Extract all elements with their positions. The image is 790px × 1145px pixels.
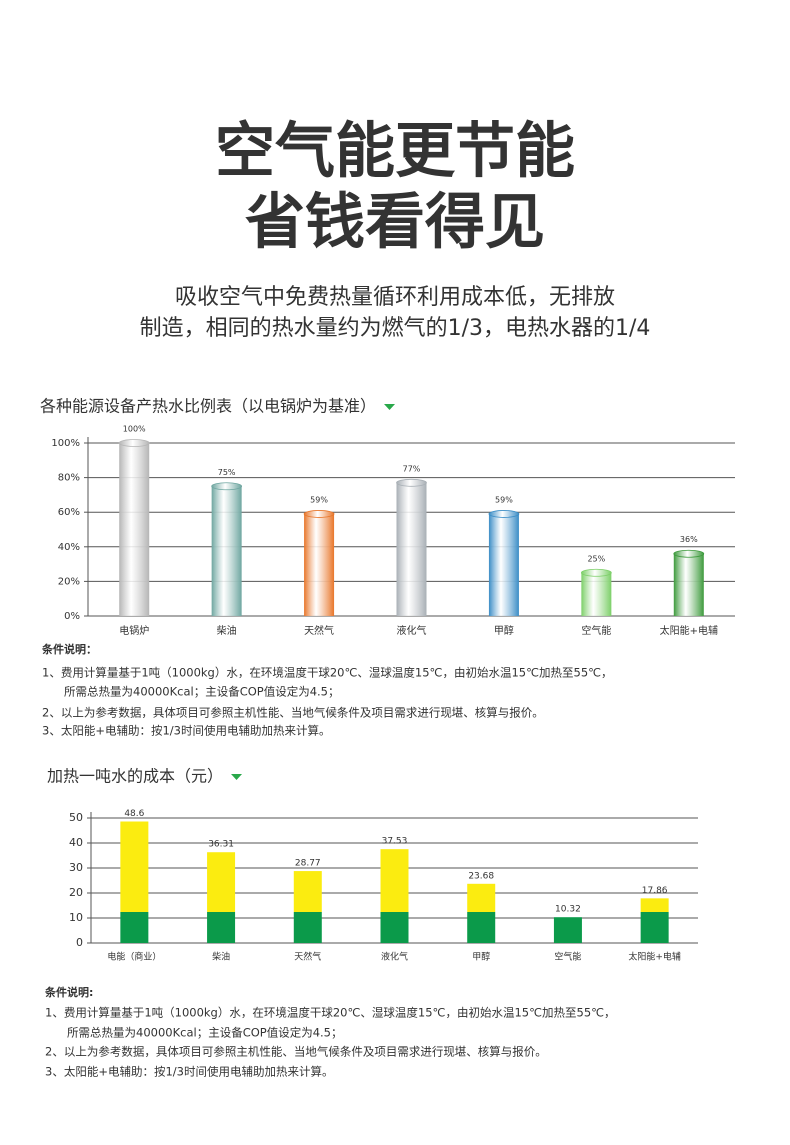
x-tick-label: 液化气 <box>381 951 408 963</box>
note-line: 所需总热量为40000Kcal；主设备COP值设定为4.5； <box>64 685 340 699</box>
x-tick-label: 柴油 <box>212 951 230 963</box>
bar-cap <box>211 482 243 491</box>
total-label: 10.32 <box>555 905 581 915</box>
total-label: 28.77 <box>295 859 321 869</box>
bar-segment <box>553 917 582 943</box>
bar <box>673 553 704 616</box>
x-tick-label: 电锅炉 <box>119 624 149 637</box>
bar <box>304 513 335 616</box>
value-label: 59% <box>495 495 513 504</box>
note-line: 3、太阳能+电辅助：按1/3时间使用电辅助加热来计算。 <box>42 724 330 738</box>
y-tick-label: 20% <box>58 576 80 587</box>
x-tick-label: 空气能 <box>554 951 581 963</box>
bar-cap <box>673 549 705 558</box>
bar-cap <box>396 478 427 487</box>
x-tick-label: 太阳能+电辅 <box>628 951 681 963</box>
note-line: 2、以上为参考数据，具体项目可参照主机性能、当地气候条件及项目需求进行现堪、核算… <box>42 706 544 720</box>
chart-title: 加热一吨水的成本（元） <box>47 767 223 786</box>
note-line: 所需总热量为40000Kcal；主设备COP值设定为4.5； <box>67 1026 343 1040</box>
bar-segment <box>293 912 322 943</box>
total-label: 48.6 <box>124 809 144 819</box>
bar <box>581 572 612 616</box>
bar-cap <box>488 510 520 518</box>
x-tick-label: 天然气 <box>304 624 334 637</box>
bar-cap <box>118 439 150 447</box>
x-tick-label: 柴油 <box>217 624 237 637</box>
y-tick-label: 0 <box>76 936 83 949</box>
total-label: 17.86 <box>642 886 668 896</box>
y-tick-label: 40% <box>58 542 80 553</box>
notes-heading: 条件说明： <box>41 642 97 656</box>
bar-segment <box>293 871 322 912</box>
note-line: 2、以上为参考数据，具体项目可参照主机性能、当地气候条件及项目需求进行现堪、核算… <box>45 1045 547 1059</box>
total-label: 23.68 <box>468 871 494 881</box>
bar-segment <box>207 852 236 912</box>
bar-segment <box>120 821 149 912</box>
x-tick-label: 甲醇 <box>472 951 490 963</box>
y-tick-label: 0% <box>64 611 80 622</box>
x-tick-label: 液化气 <box>397 624 427 637</box>
x-tick-label: 空气能 <box>581 624 611 637</box>
subtitle-line: 吸收空气中免费热量循环利用成本低，无排放 <box>175 285 615 310</box>
value-label: 25% <box>587 554 605 563</box>
title-arrow <box>384 404 396 410</box>
bar-segment <box>640 912 669 943</box>
x-tick-label: 甲醇 <box>494 624 514 637</box>
bar <box>396 482 427 616</box>
x-tick-label: 太阳能+电辅 <box>660 624 718 637</box>
value-label: 75% <box>218 468 236 477</box>
value-label: 59% <box>310 495 328 504</box>
y-tick-label: 10 <box>69 911 83 924</box>
bar-cap <box>580 568 612 577</box>
bar-segment <box>467 883 496 912</box>
bar-segment <box>207 912 236 943</box>
chart-title: 各种能源设备产热水比例表（以电锅炉为基准） <box>40 397 376 416</box>
x-tick-label: 电能（商业） <box>107 951 161 963</box>
x-tick-label: 天然气 <box>294 951 321 963</box>
title-line: 空气能更节能 <box>215 117 575 187</box>
bar <box>211 486 242 616</box>
note-line: 1、费用计算量基于1吨（1000kg）水，在环境温度干球20℃、湿球温度15℃，… <box>42 666 613 680</box>
y-tick-label: 80% <box>58 473 80 484</box>
y-tick-label: 100% <box>51 438 80 449</box>
bar-segment <box>380 912 409 943</box>
title-line: 省钱看得见 <box>245 188 545 258</box>
value-label: 77% <box>403 464 421 473</box>
y-tick-label: 60% <box>58 507 80 518</box>
y-tick-label: 50 <box>69 811 83 824</box>
bar-segment <box>640 898 669 912</box>
bar-cap <box>303 510 335 518</box>
subtitle-line: 制造，相同的热水量约为燃气的1/3，电热水器的1/4 <box>140 316 651 341</box>
y-tick-label: 20 <box>69 886 83 899</box>
bar-segment <box>120 912 149 943</box>
bar-segment <box>380 849 409 912</box>
value-label: 100% <box>123 425 146 434</box>
title-arrow <box>231 774 243 780</box>
total-label: 37.53 <box>382 837 408 847</box>
y-tick-label: 30 <box>69 861 83 874</box>
note-line: 3、太阳能+电辅助：按1/3时间使用电辅助加热来计算。 <box>45 1065 333 1079</box>
bar-segment <box>467 912 496 943</box>
bar <box>488 513 519 616</box>
note-line: 1、费用计算量基于1吨（1000kg）水，在环境温度干球20℃、湿球温度15℃，… <box>45 1006 616 1020</box>
value-label: 36% <box>680 535 698 544</box>
bar <box>119 443 150 616</box>
y-tick-label: 40 <box>69 836 83 849</box>
notes-heading: 条件说明: <box>44 985 93 999</box>
total-label: 36.31 <box>208 840 234 850</box>
